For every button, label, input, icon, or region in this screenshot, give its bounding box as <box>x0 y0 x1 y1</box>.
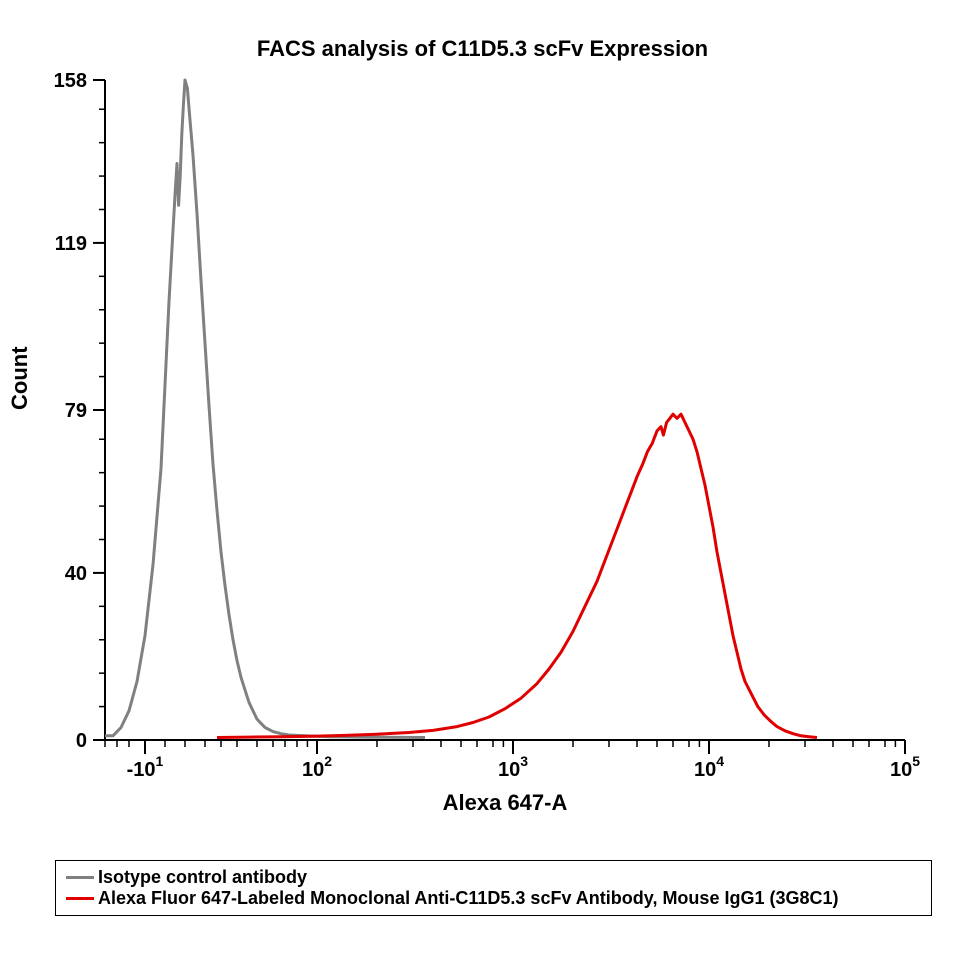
legend-swatch <box>66 897 94 900</box>
x-tick-label: -101 <box>127 753 164 781</box>
x-tick-label: 105 <box>890 753 920 781</box>
y-axis-label: Count <box>7 346 33 410</box>
y-tick-label: 0 <box>76 730 87 752</box>
legend: Isotype control antibodyAlexa Fluor 647-… <box>55 860 932 916</box>
legend-item: Isotype control antibody <box>66 867 921 888</box>
x-tick-label: 103 <box>498 753 528 781</box>
legend-label: Alexa Fluor 647-Labeled Monoclonal Anti-… <box>98 888 838 909</box>
legend-item: Alexa Fluor 647-Labeled Monoclonal Anti-… <box>66 888 921 909</box>
x-tick-label: 104 <box>694 753 724 781</box>
facs-histogram-plot: 0 40 79 119 158 -101 102 103 104 105 <box>45 20 965 800</box>
y-tick-label: 79 <box>65 400 87 422</box>
y-tick-label: 158 <box>54 70 87 92</box>
y-tick-label: 40 <box>65 563 87 585</box>
legend-label: Isotype control antibody <box>98 867 307 888</box>
y-tick-label: 119 <box>55 233 87 255</box>
x-axis-label: Alexa 647-A <box>443 790 568 816</box>
legend-swatch <box>66 876 94 879</box>
x-tick-label: 102 <box>302 753 332 781</box>
